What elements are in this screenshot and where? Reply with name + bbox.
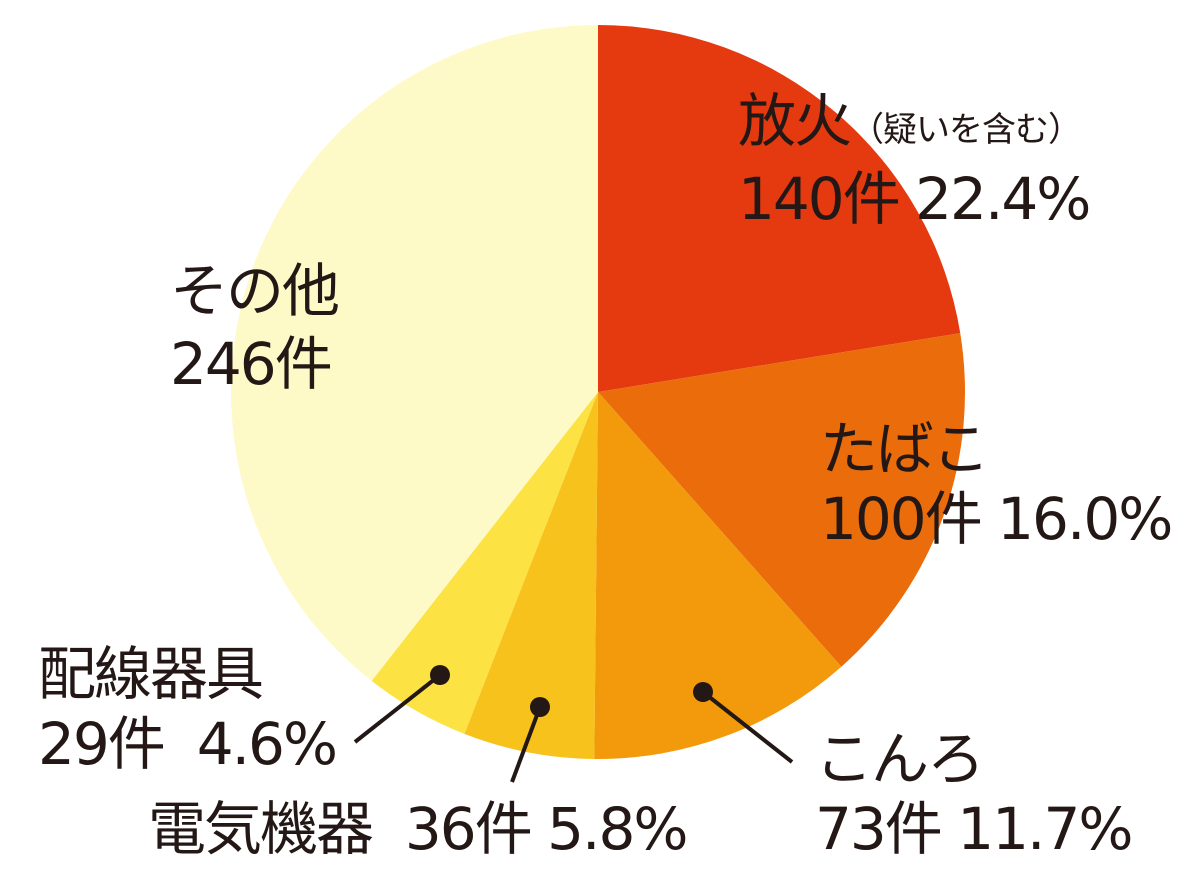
value-stove: 73件 11.7% — [815, 795, 1134, 863]
label-arson: 放火（疑いを含む） — [738, 87, 1082, 155]
label-wiring: 配線器具 — [38, 640, 264, 708]
label-stove: こんろ — [815, 725, 985, 793]
leader-dot-wiring — [430, 665, 450, 685]
pie-slice-arson — [598, 25, 961, 392]
pie-slice-tobacco — [598, 333, 966, 667]
label-electric-appliance: 電気機器 36件 5.8% — [148, 795, 689, 863]
pie-slice-stove — [594, 392, 842, 759]
label-tobacco: たばこ — [820, 415, 990, 483]
pie-slice-electric-appliance — [464, 392, 598, 759]
value-wiring: 29件 4.6% — [38, 710, 338, 778]
value-tobacco: 100件 16.0% — [820, 485, 1173, 553]
value-arson: 140件 22.4% — [738, 165, 1091, 233]
leader-line-wiring — [353, 673, 442, 744]
pie-slice-other — [230, 25, 599, 681]
leader-line-stove — [701, 690, 794, 764]
leader-dot-electric-appliance — [530, 697, 550, 717]
pie-slice-wiring — [371, 392, 598, 734]
leader-dot-stove — [693, 682, 713, 702]
value-other: 246件 — [170, 330, 333, 398]
leader-line-electric-appliance — [510, 706, 542, 783]
label-other: その他 — [170, 257, 340, 325]
